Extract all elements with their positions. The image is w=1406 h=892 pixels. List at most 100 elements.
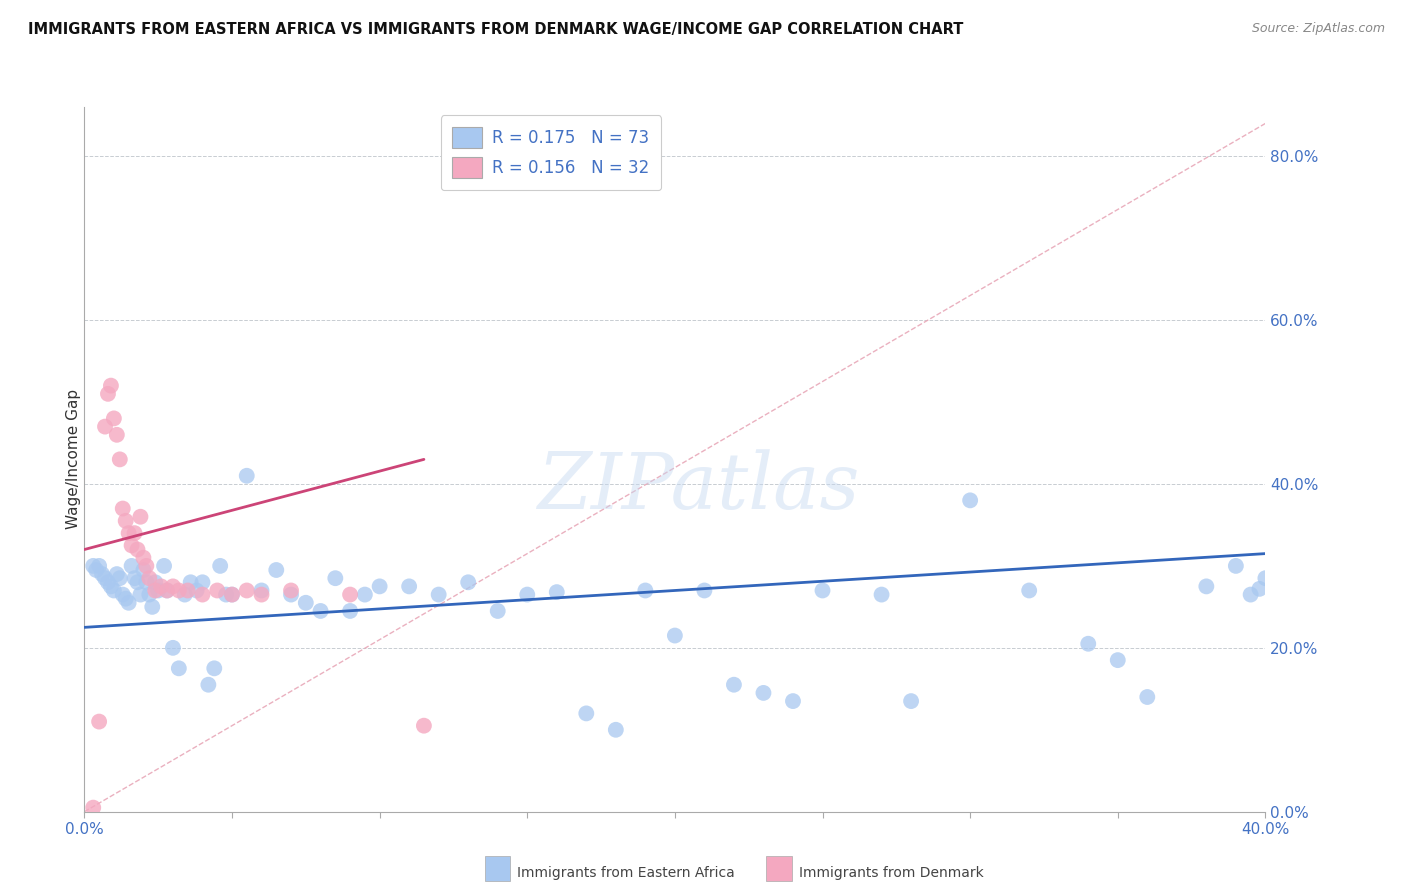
Point — [129, 588, 152, 602]
Point — [82, 800, 104, 814]
Point — [162, 579, 184, 593]
Point — [266, 563, 288, 577]
Point — [664, 628, 686, 642]
Point — [143, 575, 166, 590]
Point — [127, 575, 149, 590]
Point — [108, 452, 131, 467]
Point — [156, 583, 179, 598]
Point — [202, 661, 225, 675]
Point — [105, 427, 128, 442]
Point — [167, 583, 190, 598]
Point — [191, 588, 214, 602]
Point — [959, 493, 981, 508]
Point — [811, 583, 834, 598]
Point — [118, 596, 141, 610]
Point — [280, 583, 302, 598]
Point — [693, 583, 716, 598]
Point — [634, 583, 657, 598]
Point — [605, 723, 627, 737]
Point — [103, 411, 125, 425]
Point — [121, 558, 143, 573]
Point — [132, 563, 155, 577]
Point — [118, 526, 141, 541]
Point — [138, 571, 160, 585]
Point — [162, 640, 184, 655]
Point — [398, 579, 420, 593]
Point — [236, 468, 259, 483]
Point — [156, 583, 179, 598]
Point — [82, 558, 104, 573]
Point — [215, 588, 238, 602]
Point — [186, 583, 208, 598]
Point — [1249, 582, 1271, 596]
Point — [97, 575, 120, 590]
Point — [84, 563, 107, 577]
Point — [138, 588, 160, 602]
Point — [103, 583, 125, 598]
Point — [486, 604, 509, 618]
Y-axis label: Wage/Income Gap: Wage/Income Gap — [66, 389, 80, 530]
Legend: R = 0.175   N = 73, R = 0.156   N = 32: R = 0.175 N = 73, R = 0.156 N = 32 — [440, 115, 661, 190]
Point — [900, 694, 922, 708]
Point — [207, 583, 229, 598]
Point — [121, 538, 143, 552]
Point — [221, 588, 243, 602]
Point — [100, 378, 122, 392]
Point — [516, 588, 538, 602]
Point — [209, 558, 232, 573]
Text: Immigrants from Denmark: Immigrants from Denmark — [799, 866, 983, 880]
Point — [111, 588, 134, 602]
Point — [870, 588, 893, 602]
Point — [127, 542, 149, 557]
Point — [1195, 579, 1218, 593]
Point — [1018, 583, 1040, 598]
Point — [141, 599, 163, 614]
Point — [180, 575, 202, 590]
Point — [280, 588, 302, 602]
Point — [236, 583, 259, 598]
Point — [114, 514, 136, 528]
Point — [575, 706, 598, 721]
Point — [197, 678, 219, 692]
Point — [221, 588, 243, 602]
Point — [91, 567, 114, 582]
Point — [250, 588, 273, 602]
Point — [368, 579, 391, 593]
Point — [129, 509, 152, 524]
Point — [354, 588, 377, 602]
Point — [427, 588, 450, 602]
Point — [1136, 690, 1159, 704]
Point — [153, 558, 176, 573]
Point — [339, 604, 361, 618]
Point — [413, 719, 436, 733]
Point — [723, 678, 745, 692]
Point — [124, 571, 146, 585]
Point — [114, 591, 136, 606]
Point — [108, 571, 131, 585]
Text: Source: ZipAtlas.com: Source: ZipAtlas.com — [1251, 22, 1385, 36]
Point — [105, 567, 128, 582]
Point — [339, 588, 361, 602]
Point — [135, 558, 157, 573]
Point — [457, 575, 479, 590]
Point — [87, 558, 111, 573]
Point — [167, 661, 190, 675]
Point — [111, 501, 134, 516]
Text: Immigrants from Eastern Africa: Immigrants from Eastern Africa — [517, 866, 735, 880]
Point — [752, 686, 775, 700]
Point — [150, 579, 173, 593]
Point — [177, 583, 200, 598]
Point — [1107, 653, 1129, 667]
Point — [173, 588, 195, 602]
Point — [100, 579, 122, 593]
Point — [143, 583, 166, 598]
Text: IMMIGRANTS FROM EASTERN AFRICA VS IMMIGRANTS FROM DENMARK WAGE/INCOME GAP CORREL: IMMIGRANTS FROM EASTERN AFRICA VS IMMIGR… — [28, 22, 963, 37]
Point — [135, 575, 157, 590]
Point — [782, 694, 804, 708]
Point — [94, 419, 117, 434]
Point — [1077, 637, 1099, 651]
Point — [1240, 588, 1263, 602]
Point — [250, 583, 273, 598]
Point — [295, 596, 318, 610]
Point — [546, 585, 568, 599]
